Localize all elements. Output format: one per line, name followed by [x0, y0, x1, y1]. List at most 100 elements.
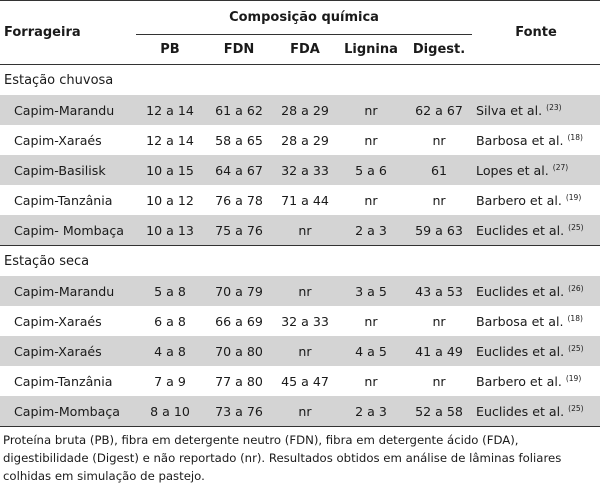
table-row: Capim-Xaraés 12 a 14 58 a 65 28 a 29 nr nr Bar… — [0, 125, 600, 155]
header-digest: Digest. — [412, 42, 466, 57]
fda-cell: nr — [274, 215, 336, 246]
section-title: Estação chuvosa — [0, 64, 600, 95]
forrageira-cell: Capim-Tanzânia — [14, 192, 113, 208]
fonte-cell: Euclides et al. (25) — [472, 215, 600, 246]
composition-table: Forrageira Composição química Fonte PB F… — [0, 0, 600, 427]
digest-cell: nr — [432, 373, 446, 389]
fonte-cell: Barbosa et al. (18) — [472, 306, 600, 336]
digest-cell: 62 a 67 — [406, 95, 473, 125]
forrageira-cell: Capim-Basilisk — [0, 155, 136, 185]
digest-cell: 61 — [406, 155, 473, 185]
pb-cell: 5 a 8 — [136, 276, 204, 306]
pb-cell: 12 a 14 — [136, 95, 204, 125]
pb-cell: 6 a 8 — [154, 313, 186, 329]
header-forrageira: Forrageira — [0, 0, 136, 65]
header-pb: PB — [160, 42, 180, 57]
table-row: Capim-Xaraés 4 a 8 70 a 80 nr 4 a 5 41 a 49 Eu… — [0, 336, 600, 366]
table-row: Capim-Mombaça 8 a 10 73 a 76 nr 2 a 3 52 a 58… — [0, 396, 600, 427]
fonte-text: Euclides et al. — [476, 222, 565, 238]
fda-cell: 32 a 33 — [281, 313, 329, 329]
forrageira-cell: Capim-Marandu — [0, 276, 136, 306]
pb-cell: 10 a 12 — [146, 192, 194, 208]
reference-number: (18) — [567, 132, 583, 142]
table-row: Capim-Marandu 5 a 8 70 a 79 nr 3 a 5 43 a 53 E… — [0, 276, 600, 306]
fdn-cell: 70 a 79 — [204, 276, 274, 306]
table-row: Capim-Tanzânia 7 a 9 77 a 80 45 a 47 nr nr Bar… — [0, 366, 600, 396]
fda-cell: 71 a 44 — [281, 192, 329, 208]
lignina-cell: 2 a 3 — [336, 396, 406, 427]
reference-number: (18) — [567, 313, 583, 323]
fonte-cell: Silva et al. (23) — [472, 95, 600, 125]
digest-cell: 59 a 63 — [406, 215, 473, 246]
digest-cell: nr — [432, 132, 446, 148]
header-fdn: FDN — [223, 42, 255, 57]
pb-cell: 12 a 14 — [146, 132, 194, 148]
fonte-cell: Euclides et al. (25) — [472, 396, 600, 427]
table-body: Estação chuvosa Capim-Marandu 12 a 14 61 a … — [0, 64, 600, 427]
lignina-cell: nr — [364, 373, 378, 389]
fda-cell: 45 a 47 — [281, 373, 329, 389]
reference-number: (27) — [552, 162, 569, 172]
forrageira-cell: Capim-Xaraés — [14, 313, 102, 329]
digest-cell: 52 a 58 — [406, 396, 473, 427]
fonte-text: Barbosa et al. — [476, 132, 564, 148]
header-fonte: Fonte — [472, 0, 600, 65]
section-row: Estação chuvosa — [0, 64, 600, 95]
lignina-cell: 2 a 3 — [336, 215, 406, 246]
forrageira-cell: Capim-Xaraés — [14, 132, 102, 148]
table-caption: Proteína bruta (PB), fibra em detergente… — [3, 433, 562, 483]
table-row: Capim-Basilisk 10 a 15 64 a 67 32 a 33 5 a 6… — [0, 155, 600, 185]
fda-cell: 28 a 29 — [281, 132, 329, 148]
pb-cell: 10 a 13 — [136, 215, 204, 246]
lignina-cell: 5 a 6 — [336, 155, 406, 185]
lignina-cell: nr — [364, 132, 378, 148]
reference-number: (25) — [568, 343, 584, 353]
fonte-cell: Euclides et al. (26) — [472, 276, 600, 306]
fdn-cell: 61 a 62 — [204, 95, 274, 125]
fdn-cell: 77 a 80 — [215, 373, 263, 389]
pb-cell: 8 a 10 — [136, 396, 204, 427]
lignina-cell: 4 a 5 — [336, 336, 406, 366]
fonte-text: Euclides et al. — [476, 283, 565, 299]
digest-cell: 41 a 49 — [406, 336, 473, 366]
forrageira-cell: Capim-Tanzânia — [14, 373, 113, 389]
reference-number: (19) — [565, 373, 582, 383]
reference-number: (23) — [546, 102, 562, 112]
digest-cell: nr — [432, 192, 446, 208]
fdn-cell: 73 a 76 — [204, 396, 274, 427]
header-fda: FDA — [290, 42, 320, 57]
fonte-cell: Lopes et al. (27) — [472, 155, 600, 185]
fdn-cell: 70 a 80 — [204, 336, 274, 366]
lignina-cell: 3 a 5 — [336, 276, 406, 306]
pb-cell: 7 a 9 — [154, 373, 186, 389]
fdn-cell: 76 a 78 — [215, 192, 263, 208]
table-row: Capim- Mombaça 10 a 13 75 a 76 nr 2 a 3 59 a … — [0, 215, 600, 246]
reference-number: (25) — [568, 222, 584, 232]
fda-cell: 28 a 29 — [274, 95, 336, 125]
fdn-cell: 64 a 67 — [204, 155, 274, 185]
table-row: Capim-Tanzânia 10 a 12 76 a 78 71 a 44 nr nr B… — [0, 185, 600, 215]
fda-cell: nr — [274, 276, 336, 306]
table-row: Capim-Marandu 12 a 14 61 a 62 28 a 29 nr 62 a… — [0, 95, 600, 125]
pb-cell: 10 a 15 — [136, 155, 204, 185]
section-title: Estação seca — [0, 245, 600, 276]
fonte-text: Barbosa et al. — [476, 313, 564, 329]
fonte-text: Barbero et al. — [476, 373, 562, 389]
table-row: Capim-Xaraés 6 a 8 66 a 69 32 a 33 nr nr Barbo… — [0, 306, 600, 336]
reference-number: (19) — [565, 192, 582, 202]
fonte-cell: Barbero et al. (19) — [472, 185, 600, 215]
fdn-cell: 58 a 65 — [215, 132, 263, 148]
header-composicao-quimica: Composição química — [136, 0, 473, 35]
header-lignina: Lignina — [344, 42, 398, 57]
lignina-cell: nr — [336, 95, 406, 125]
reference-number: (25) — [568, 403, 584, 413]
lignina-cell: nr — [364, 313, 378, 329]
forrageira-cell: Capim-Xaraés — [0, 336, 136, 366]
forrageira-cell: Capim- Mombaça — [0, 215, 136, 246]
pb-cell: 4 a 8 — [136, 336, 204, 366]
fonte-text: Euclides et al. — [476, 343, 565, 359]
fdn-cell: 66 a 69 — [215, 313, 263, 329]
fonte-text: Silva et al. — [476, 102, 543, 118]
digest-cell: 43 a 53 — [406, 276, 473, 306]
